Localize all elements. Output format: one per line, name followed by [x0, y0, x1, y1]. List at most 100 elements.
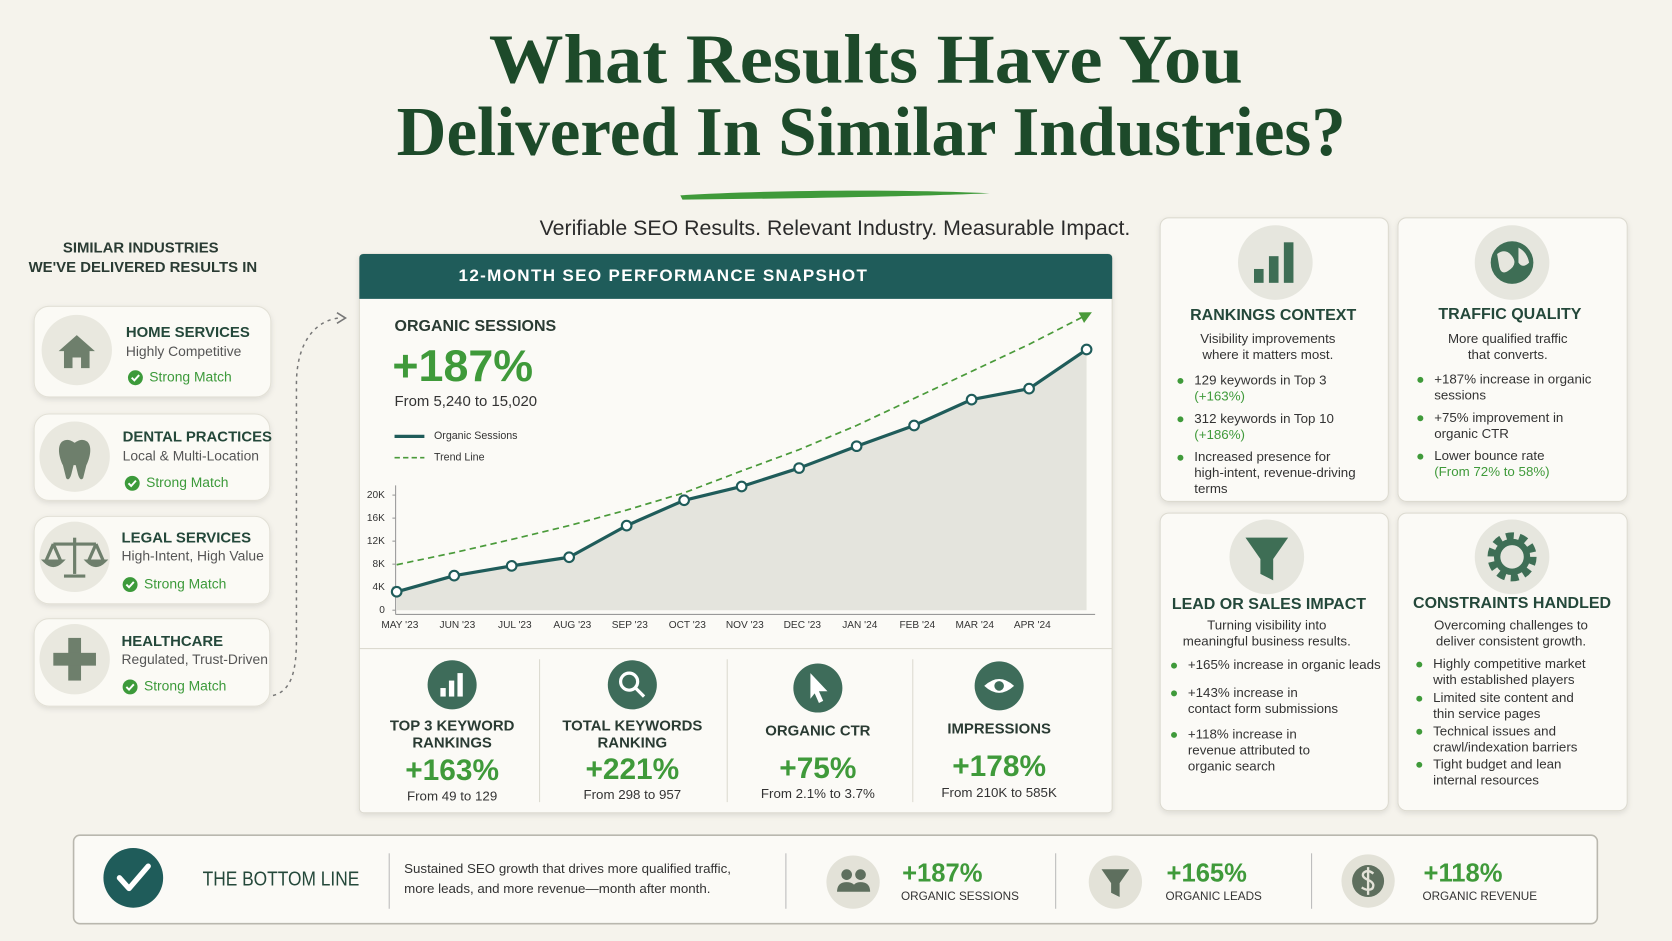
y-tick-label: 20K — [367, 490, 385, 501]
k-label: TOTAL KEYWORDS — [562, 717, 702, 734]
x-tick-label: APR '24 — [1014, 620, 1051, 631]
c-bul: revenue attributed to — [1188, 742, 1310, 757]
bullet-dot — [1177, 416, 1184, 423]
check-mark — [116, 863, 151, 892]
c-bul: internal resources — [1433, 772, 1539, 787]
bullet-dot — [1171, 690, 1178, 697]
t1: What Results Have You — [489, 21, 1243, 99]
connector-arrow — [336, 312, 347, 325]
eye-pupil — [994, 681, 1004, 691]
bl-lab: ORGANIC REVENUE — [1422, 890, 1537, 903]
check-mark — [125, 683, 135, 692]
bullet-dot — [1177, 377, 1184, 384]
check-icon — [122, 679, 138, 695]
c-sub: that converts. — [1468, 347, 1548, 362]
k-val: +75% — [779, 752, 856, 785]
k-note: From 298 to 957 — [583, 787, 681, 802]
bl-title: THE BOTTOM LINE — [203, 868, 360, 890]
point — [390, 585, 403, 598]
x-tick-label: FEB '24 — [899, 620, 935, 631]
c-bul: Increased presence for — [1194, 449, 1331, 464]
point — [850, 440, 863, 453]
t1: Delivered In Similar Industries? — [397, 93, 1346, 171]
c-title: RANKINGS CONTEXT — [1190, 307, 1356, 324]
match: Strong Match — [144, 575, 226, 591]
house-icon — [58, 335, 95, 369]
c-sub: deliver consistent growth. — [1436, 634, 1586, 649]
y-tick-label: 12K — [367, 536, 385, 547]
x-tick-label: DEC '23 — [784, 620, 822, 631]
area — [396, 349, 1087, 611]
bars-icon — [440, 673, 463, 697]
bullet-dot — [1417, 415, 1424, 422]
c-title: LEAD OR SALES IMPACT — [1172, 596, 1366, 613]
bl-val: +187% — [902, 859, 983, 887]
ind-name: LEGAL SERVICES — [122, 530, 252, 547]
c-bul: +187% increase in organic — [1434, 371, 1592, 386]
card — [1397, 512, 1628, 812]
x-tick-label: MAY '23 — [381, 620, 418, 631]
point — [1023, 382, 1035, 395]
k-val: +178% — [952, 750, 1046, 783]
gear-ring — [1493, 538, 1531, 575]
k-note: From 49 to 129 — [407, 788, 497, 803]
k-val: +163% — [405, 754, 499, 787]
bars-icon — [1254, 242, 1294, 283]
point — [448, 569, 461, 582]
ind-desc: Local & Multi-Location — [123, 447, 259, 463]
ind-desc: Highly Competitive — [126, 343, 242, 359]
cross-icon — [53, 637, 96, 681]
c-bul: with established players — [1432, 672, 1575, 687]
ind-name: HOME SERVICES — [126, 324, 250, 341]
c-bul: +75% improvement in — [1434, 410, 1563, 425]
title-underline — [680, 190, 990, 200]
c-bul: 312 keywords in Top 10 — [1194, 411, 1334, 426]
legend-label: Organic Sessions — [434, 430, 518, 442]
check-mark — [127, 479, 137, 488]
y-tick-label: 4K — [373, 582, 386, 593]
point — [620, 519, 633, 532]
people-icon — [837, 869, 871, 892]
y-tick-label: 0 — [379, 605, 385, 616]
bullet-dot — [1177, 454, 1184, 461]
k-val: +221% — [585, 753, 679, 786]
check-mark — [131, 374, 140, 382]
c-bul: +143% increase in — [1188, 685, 1298, 700]
c-bul: (+186%) — [1194, 427, 1245, 442]
k-label: TOP 3 KEYWORD — [390, 717, 515, 734]
bullet-dot — [1171, 662, 1178, 669]
point — [908, 419, 920, 432]
x-tick-label: JAN '24 — [842, 620, 878, 631]
x-tick-label: JUN '23 — [440, 620, 476, 631]
kpi-icon — [607, 660, 657, 710]
k-label: RANKINGS — [412, 734, 492, 751]
match: Strong Match — [149, 368, 231, 384]
c-bul: Lower bounce rate — [1434, 448, 1544, 463]
card — [1397, 217, 1628, 502]
c-bul: high-intent, revenue-driving — [1194, 465, 1355, 480]
bl-lab: ORGANIC SESSIONS — [901, 890, 1019, 903]
industry-cards — [33, 305, 347, 707]
point — [678, 494, 691, 507]
x-tick-label: JUL '23 — [498, 620, 532, 631]
k-note: From 2.1% to 3.7% — [761, 786, 875, 801]
c-bul: terms — [1194, 481, 1228, 496]
check-badge — [103, 847, 164, 908]
bl-lab: ORGANIC LEADS — [1165, 890, 1262, 903]
c-sub: Overcoming challenges to — [1434, 618, 1588, 633]
x-tick-label: MAR '24 — [956, 620, 995, 631]
y-tick-label: 8K — [373, 559, 386, 570]
point — [563, 551, 576, 564]
bl-val: +165% — [1167, 859, 1248, 887]
m-big: +187% — [392, 341, 533, 391]
connector — [272, 317, 340, 697]
search-icon — [619, 671, 646, 698]
note: From 5,240 to 15,020 — [395, 393, 538, 410]
bottom-line — [72, 834, 1599, 925]
c-bul: organic search — [1188, 758, 1275, 773]
m-label: ORGANIC SESSIONS — [395, 318, 557, 335]
check-icon — [122, 577, 138, 593]
k-label: RANKING — [598, 734, 668, 751]
panel-header — [359, 254, 1113, 299]
